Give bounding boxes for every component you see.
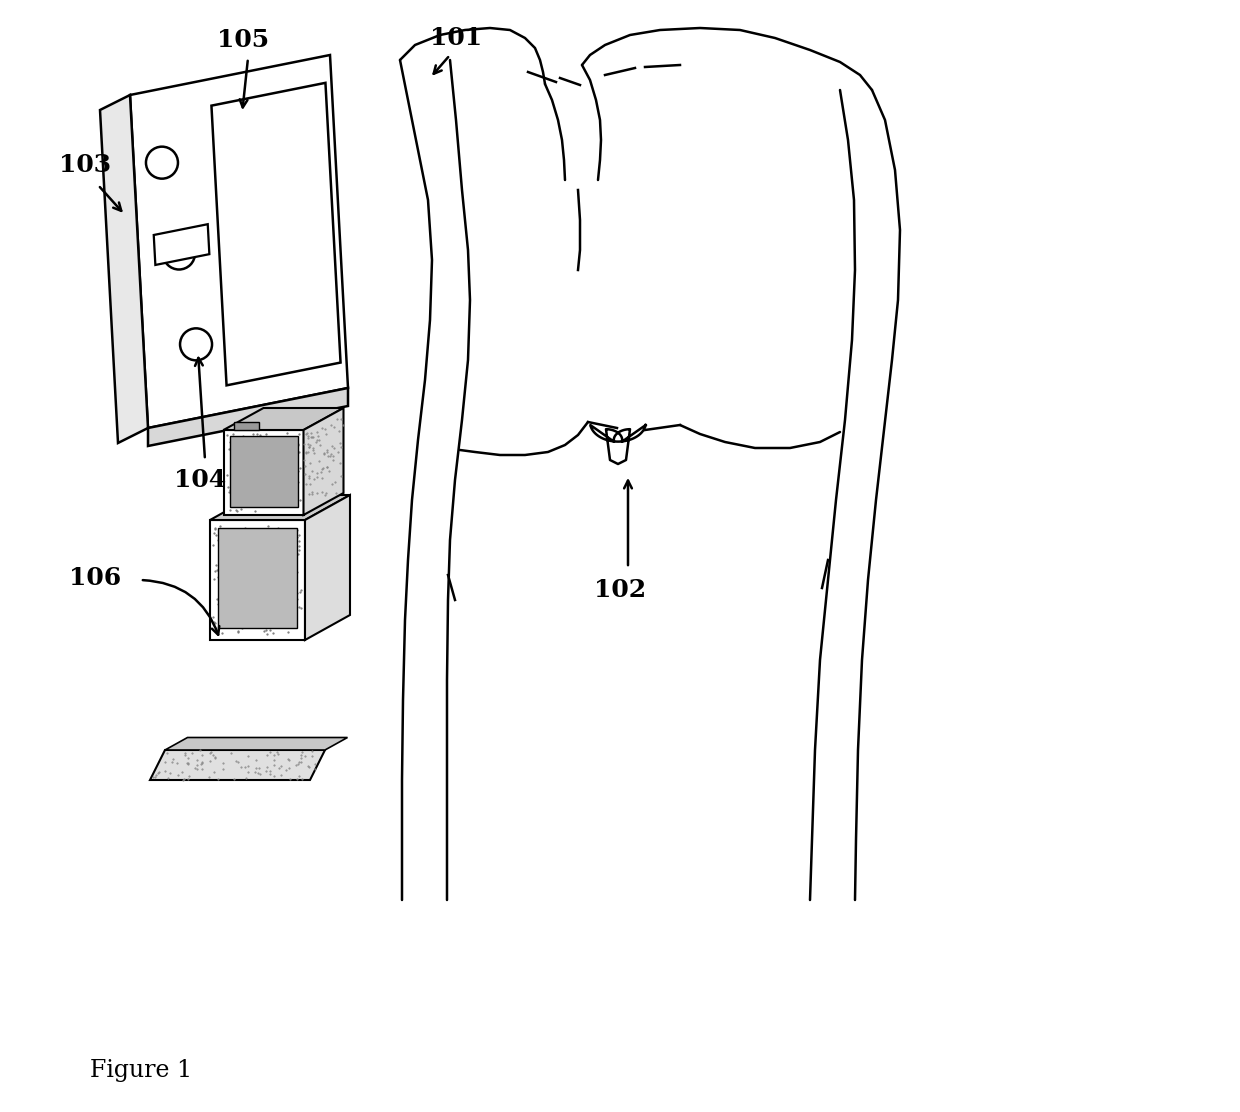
- Polygon shape: [233, 421, 258, 430]
- Polygon shape: [100, 95, 148, 443]
- Polygon shape: [154, 225, 210, 265]
- Text: 102: 102: [594, 578, 646, 602]
- Polygon shape: [210, 520, 305, 641]
- Text: 101: 101: [430, 26, 482, 50]
- Text: 106: 106: [69, 566, 122, 590]
- Polygon shape: [218, 528, 298, 628]
- Polygon shape: [148, 388, 348, 446]
- Polygon shape: [210, 495, 350, 520]
- Polygon shape: [223, 408, 343, 430]
- Text: 104: 104: [174, 468, 226, 492]
- Polygon shape: [223, 430, 304, 515]
- Circle shape: [146, 147, 179, 179]
- Polygon shape: [304, 408, 343, 515]
- Polygon shape: [150, 749, 325, 780]
- Polygon shape: [165, 737, 347, 749]
- Circle shape: [162, 238, 195, 269]
- Polygon shape: [130, 54, 348, 428]
- Polygon shape: [229, 436, 298, 507]
- Text: 105: 105: [217, 28, 269, 52]
- Polygon shape: [212, 82, 341, 386]
- Polygon shape: [305, 495, 350, 641]
- Circle shape: [180, 328, 212, 360]
- Text: 103: 103: [60, 153, 112, 177]
- Text: Figure 1: Figure 1: [91, 1059, 192, 1082]
- Polygon shape: [590, 425, 646, 464]
